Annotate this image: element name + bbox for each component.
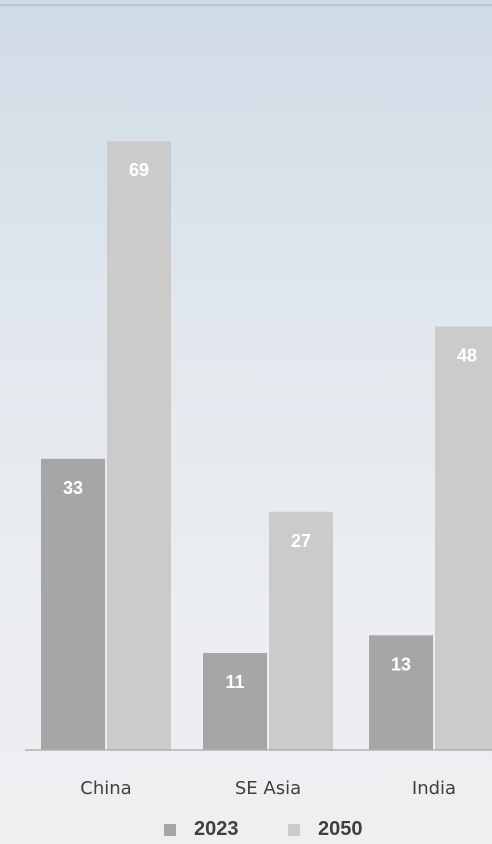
data-label-india-2050: 48 [457, 345, 477, 365]
data-label-se-asia-2023: 11 [225, 672, 244, 692]
legend-swatch-2050 [288, 823, 300, 836]
bars-group: 33 11 13 69 27 48 [41, 141, 492, 751]
legend-label-2023: 2023 [194, 818, 239, 840]
bar-india-2023 [369, 635, 433, 750]
bar-china-2050 [107, 141, 171, 751]
bar-se-asia-2050 [269, 511, 333, 750]
data-label-china-2023: 33 [63, 478, 83, 498]
category-label-india: India [412, 778, 456, 799]
bar-se-asia-2023 [203, 652, 267, 750]
data-label-india-2023: 13 [391, 654, 411, 674]
bar-india-2050 [435, 326, 492, 750]
top-rule [0, 4, 492, 6]
data-label-china-2050: 69 [129, 160, 149, 180]
data-label-se-asia-2050: 27 [291, 531, 311, 551]
category-label-se-asia: SE Asia [235, 778, 301, 799]
legend-swatch-2023 [164, 823, 176, 836]
legend: 2023 2050 [0, 818, 492, 844]
category-label-china: China [80, 778, 131, 799]
legend-item-2050: 2050 [288, 818, 363, 841]
legend-label-2050: 2050 [318, 818, 363, 840]
legend-item-2023: 2023 [164, 818, 239, 841]
bar-china-2023 [41, 458, 105, 750]
